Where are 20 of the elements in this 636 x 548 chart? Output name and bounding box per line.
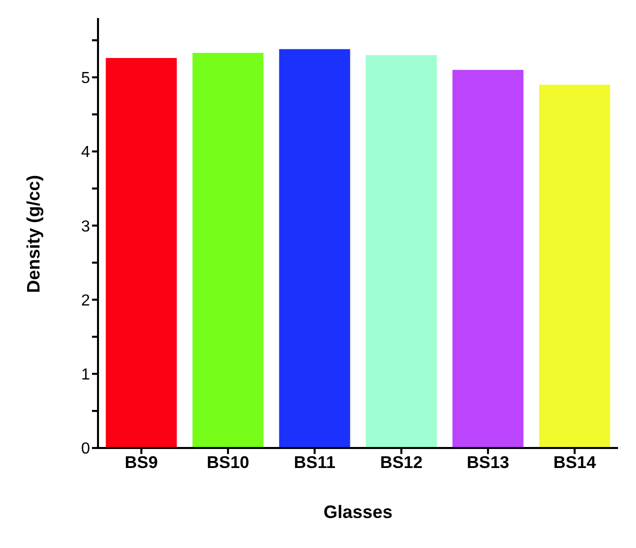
x-tick-label: BS9	[124, 453, 158, 472]
y-tick-label: 2	[81, 292, 90, 310]
x-tick-label: BS12	[380, 453, 423, 472]
y-tick-label: 4	[81, 144, 90, 162]
bar	[106, 58, 177, 448]
x-axis-title: Glasses	[323, 502, 393, 522]
y-tick-label: 3	[81, 218, 90, 236]
x-tick-label: BS14	[553, 453, 596, 472]
x-tick-label: BS11	[294, 453, 336, 472]
y-tick-label: 1	[81, 366, 90, 384]
y-axis-title: Density (g/cc)	[23, 174, 44, 293]
y-tick-label: 5	[81, 70, 90, 87]
x-tick-label: BS10	[206, 453, 250, 472]
bar	[279, 49, 350, 448]
bar	[539, 84, 610, 448]
bar	[366, 55, 437, 448]
x-tick-label: BS13	[466, 453, 510, 472]
bar	[452, 70, 524, 448]
bar	[192, 52, 264, 448]
y-tick-label: 0	[81, 440, 90, 458]
